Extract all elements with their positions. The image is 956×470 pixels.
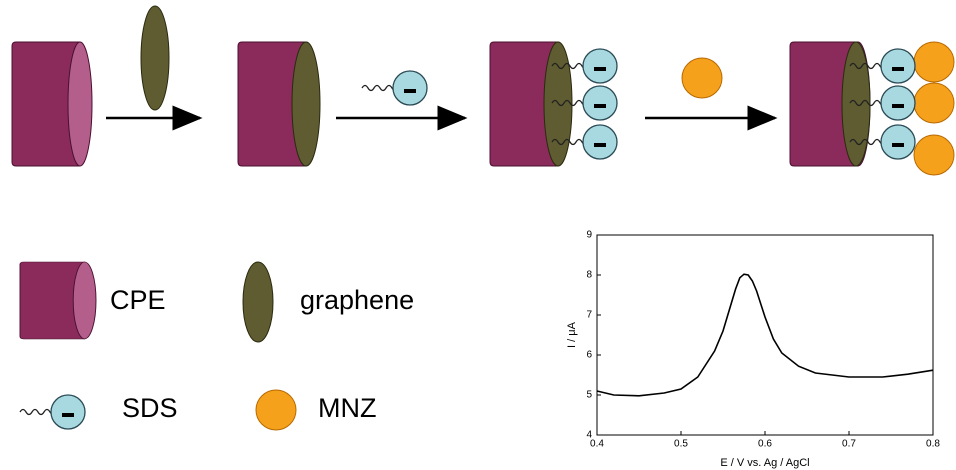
legend: CPE graphene SDS MNZ — [20, 262, 414, 430]
legend-label: CPE — [110, 285, 166, 315]
x-tick-label: 0.8 — [926, 439, 940, 450]
legend-label: graphene — [300, 285, 414, 315]
y-tick-label: 9 — [586, 230, 592, 241]
y-tick-label: 7 — [586, 310, 592, 321]
y-tick-label: 4 — [586, 430, 592, 441]
y-tick-label: 5 — [586, 390, 592, 401]
scheme — [12, 6, 954, 175]
x-tick-label: 0.4 — [590, 439, 604, 450]
x-tick-label: 0.5 — [674, 439, 688, 450]
plot-frame — [597, 235, 933, 435]
chart: E / V vs. Ag / AgCl I / μA 0.4 0.5 0.6 0.7 0… — [566, 230, 940, 469]
figure: CPE graphene SDS MNZ E / V vs. Ag / AgCl… — [0, 0, 956, 470]
legend-label: SDS — [122, 393, 178, 423]
legend-label: MNZ — [318, 393, 376, 423]
x-tick-label: 0.7 — [842, 439, 856, 450]
y-tick-label: 6 — [586, 350, 592, 361]
x-tick-label: 0.6 — [758, 439, 772, 450]
y-tick-label: 8 — [586, 270, 592, 281]
x-axis-label: E / V vs. Ag / AgCl — [720, 457, 809, 469]
curve — [597, 274, 933, 396]
y-axis-label: I / μA — [566, 321, 578, 348]
